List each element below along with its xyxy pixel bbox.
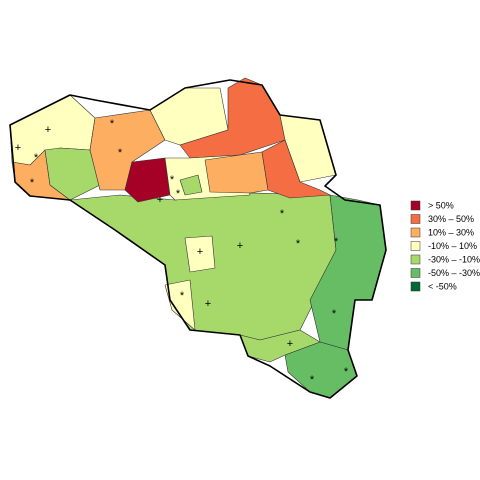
region xyxy=(184,235,216,273)
region xyxy=(124,157,171,203)
marker: + xyxy=(205,298,211,310)
marker: + xyxy=(237,240,243,252)
legend-label: -30% – -10% xyxy=(428,254,480,264)
marker: * xyxy=(280,208,285,220)
marker: * xyxy=(34,152,39,164)
marker: + xyxy=(15,142,21,154)
marker: * xyxy=(310,374,315,386)
marker: * xyxy=(176,188,181,200)
legend-label: < -50% xyxy=(428,281,457,291)
legend-swatch xyxy=(410,200,421,211)
legend-swatch xyxy=(410,281,421,292)
marker: * xyxy=(296,238,301,250)
marker: * xyxy=(334,236,339,248)
legend-label: 10% – 30% xyxy=(428,227,474,237)
marker: * xyxy=(110,118,115,130)
region xyxy=(179,174,203,196)
legend-swatch xyxy=(410,214,421,224)
regions xyxy=(9,77,387,399)
legend-swatch xyxy=(410,254,421,265)
marker: + xyxy=(157,194,163,206)
marker: + xyxy=(197,246,203,258)
legend-label: 30% – 50% xyxy=(428,214,474,224)
marker: * xyxy=(170,174,175,186)
country-outline xyxy=(9,79,387,399)
marker: * xyxy=(118,147,123,159)
legend-label: -50% – -30% xyxy=(428,268,480,278)
legend-swatch xyxy=(410,241,421,251)
marker: * xyxy=(344,366,349,378)
marker: + xyxy=(287,338,293,350)
marker: * xyxy=(180,290,185,302)
legend-swatch xyxy=(410,268,421,278)
legend-swatch xyxy=(410,227,421,238)
legend-label: > 50% xyxy=(428,200,454,210)
marker: * xyxy=(30,177,35,189)
marker: + xyxy=(45,124,51,136)
marker: * xyxy=(332,308,337,320)
legend-label: -10% – 10% xyxy=(428,241,477,251)
legend: > 50% 30% – 50% 10% – 30% -10% – 10% -30% – … xyxy=(410,200,480,292)
region xyxy=(261,139,331,199)
markers: ++*******+*+*++*+*** xyxy=(15,118,349,386)
